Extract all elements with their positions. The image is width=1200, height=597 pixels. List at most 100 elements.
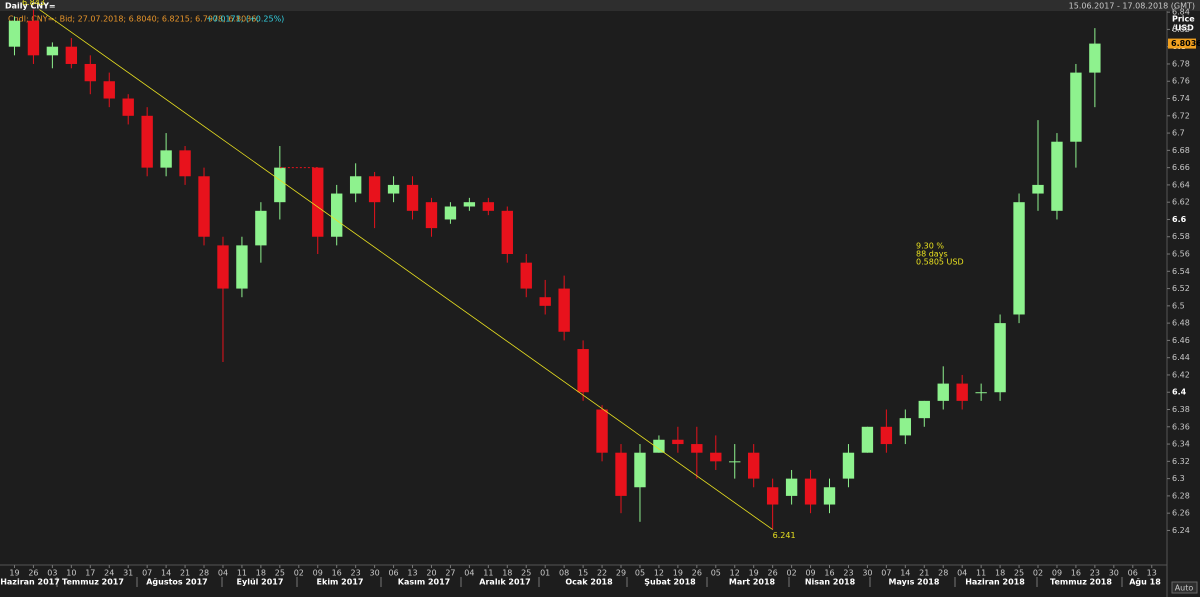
x-tick-label: 31 bbox=[123, 569, 133, 578]
candle-body bbox=[994, 323, 1006, 393]
price-tag bbox=[1168, 38, 1196, 49]
auto-label[interactable]: Auto bbox=[1175, 584, 1194, 593]
candle-body bbox=[766, 487, 779, 505]
y-tick-label: 6.44 bbox=[1172, 353, 1190, 362]
candle-body bbox=[482, 202, 495, 211]
x-tick-label: 28 bbox=[199, 569, 209, 578]
x-tick-label: 04 bbox=[957, 569, 967, 578]
x-tick-label: 02 bbox=[294, 569, 304, 578]
x-tick-label: 08 bbox=[559, 569, 569, 578]
x-tick-label: 26 bbox=[692, 569, 702, 578]
y-tick-label: 6.76 bbox=[1172, 77, 1190, 86]
y-tick-label: 6.52 bbox=[1172, 284, 1190, 293]
x-tick-label: 12 bbox=[654, 569, 664, 578]
x-tick-label: 14 bbox=[161, 569, 171, 578]
candle-body bbox=[653, 439, 665, 453]
x-tick-label: 06 bbox=[388, 569, 398, 578]
month-label: Ağustos 2017 bbox=[146, 578, 208, 587]
y-tick-label: 6.84 bbox=[1172, 8, 1190, 17]
x-tick-label: 18 bbox=[502, 569, 512, 578]
x-tick-label: 14 bbox=[900, 569, 910, 578]
y-axis-label: Price bbox=[1172, 15, 1195, 24]
x-tick-label: 18 bbox=[995, 569, 1005, 578]
x-tick-label: 23 bbox=[351, 569, 361, 578]
y-tick-label: 6.7 bbox=[1172, 129, 1185, 138]
legend-text: Cndl; CNY=; Bid; 27.07.2018; 6.8040; 6.8… bbox=[8, 15, 259, 24]
candle-body bbox=[236, 245, 248, 289]
title-bar bbox=[0, 0, 1200, 11]
y-tick-label: 6.4 bbox=[1172, 388, 1187, 397]
trend-stat: 88 days bbox=[916, 250, 948, 259]
month-label: Mayıs 2018 bbox=[889, 578, 940, 587]
x-tick-label: 17 bbox=[85, 569, 95, 578]
month-label: Temmuz 2017 bbox=[62, 578, 124, 587]
x-tick-label: 26 bbox=[768, 569, 778, 578]
x-tick-label: 09 bbox=[313, 569, 323, 578]
candle-body bbox=[27, 20, 40, 56]
x-tick-label: 05 bbox=[635, 569, 645, 578]
month-label: Aralık 2017 bbox=[479, 578, 530, 587]
y-tick-label: 6.64 bbox=[1172, 180, 1190, 189]
x-tick-label: 02 bbox=[1033, 569, 1043, 578]
x-tick-label: 09 bbox=[805, 569, 815, 578]
y-tick-label: 6.74 bbox=[1172, 94, 1190, 103]
candle-body bbox=[937, 383, 949, 401]
y-tick-label: 6.72 bbox=[1172, 111, 1190, 120]
candle-body bbox=[842, 452, 855, 479]
trend-low-label: 6.241 bbox=[773, 531, 796, 540]
y-tick-label: 6.26 bbox=[1172, 509, 1190, 518]
x-tick-label: 25 bbox=[275, 569, 285, 578]
y-tick-label: 6.24 bbox=[1172, 526, 1190, 535]
x-tick-label: 19 bbox=[9, 569, 19, 578]
candle-body bbox=[956, 383, 968, 401]
trend-line bbox=[39, 9, 773, 530]
x-tick-label: 13 bbox=[407, 569, 417, 578]
x-tick-label: 02 bbox=[787, 569, 797, 578]
x-tick-label: 24 bbox=[104, 569, 114, 578]
x-tick-label: 15 bbox=[578, 569, 588, 578]
x-tick-label: 19 bbox=[749, 569, 759, 578]
candle-body bbox=[8, 20, 21, 47]
x-tick-label: 03 bbox=[47, 569, 57, 578]
candle-body bbox=[217, 245, 229, 289]
price-tag-label: 6.8036 bbox=[1171, 39, 1200, 48]
candle-body bbox=[918, 400, 930, 419]
x-tick-label: 10 bbox=[66, 569, 76, 578]
x-tick-label: 22 bbox=[597, 569, 607, 578]
candle-body bbox=[387, 184, 400, 194]
y-tick-label: 6.36 bbox=[1172, 422, 1190, 431]
y-tick-label: 6.54 bbox=[1172, 267, 1190, 276]
candle-body bbox=[539, 297, 551, 306]
candle-body bbox=[1070, 72, 1082, 142]
x-tick-label: 26 bbox=[28, 569, 38, 578]
candle-body bbox=[615, 452, 627, 496]
y-tick-label: 6.66 bbox=[1172, 163, 1190, 172]
x-tick-label: 16 bbox=[824, 569, 834, 578]
month-label: Kasım 2017 bbox=[398, 578, 451, 587]
x-tick-label: 23 bbox=[1090, 569, 1100, 578]
y-tick-label: 6.42 bbox=[1172, 370, 1190, 379]
x-tick-label: 13 bbox=[1147, 569, 1157, 578]
x-tick-label: 16 bbox=[332, 569, 342, 578]
candle-body bbox=[899, 418, 912, 436]
candle-body bbox=[198, 176, 210, 237]
x-tick-label: 30 bbox=[370, 569, 380, 578]
y-tick-label: 6.5 bbox=[1172, 301, 1185, 310]
candle-body bbox=[179, 150, 191, 177]
candle-body bbox=[406, 184, 419, 211]
x-tick-label: 27 bbox=[445, 569, 455, 578]
x-tick-label: 20 bbox=[426, 569, 436, 578]
x-tick-label: 09 bbox=[1052, 569, 1062, 578]
candle-body bbox=[349, 176, 362, 194]
auto-button[interactable] bbox=[1171, 581, 1198, 594]
candle-body bbox=[823, 487, 836, 505]
candle-body bbox=[141, 115, 153, 168]
month-label: Ekim 2017 bbox=[317, 578, 364, 587]
trend-high-label: 6.843 bbox=[22, 0, 45, 7]
x-tick-label: 21 bbox=[919, 569, 929, 578]
legend-change: +0.0171; (+0.25%) bbox=[206, 15, 284, 24]
candle-body bbox=[65, 46, 78, 64]
candle-body bbox=[577, 349, 589, 393]
